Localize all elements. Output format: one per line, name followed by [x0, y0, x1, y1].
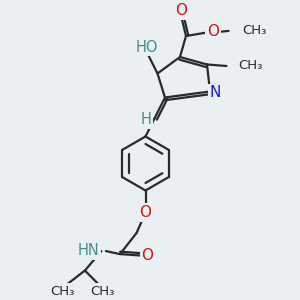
- Text: HN: HN: [77, 243, 99, 258]
- Text: CH₃: CH₃: [50, 285, 75, 298]
- Text: HO: HO: [136, 40, 158, 55]
- Text: CH₃: CH₃: [238, 59, 262, 73]
- Text: O: O: [140, 205, 152, 220]
- Text: H: H: [141, 112, 152, 128]
- Text: N: N: [210, 85, 221, 100]
- Text: O: O: [207, 24, 219, 39]
- Text: CH₃: CH₃: [242, 24, 266, 38]
- Text: CH₃: CH₃: [91, 285, 115, 298]
- Text: O: O: [176, 3, 188, 18]
- Text: O: O: [142, 248, 154, 263]
